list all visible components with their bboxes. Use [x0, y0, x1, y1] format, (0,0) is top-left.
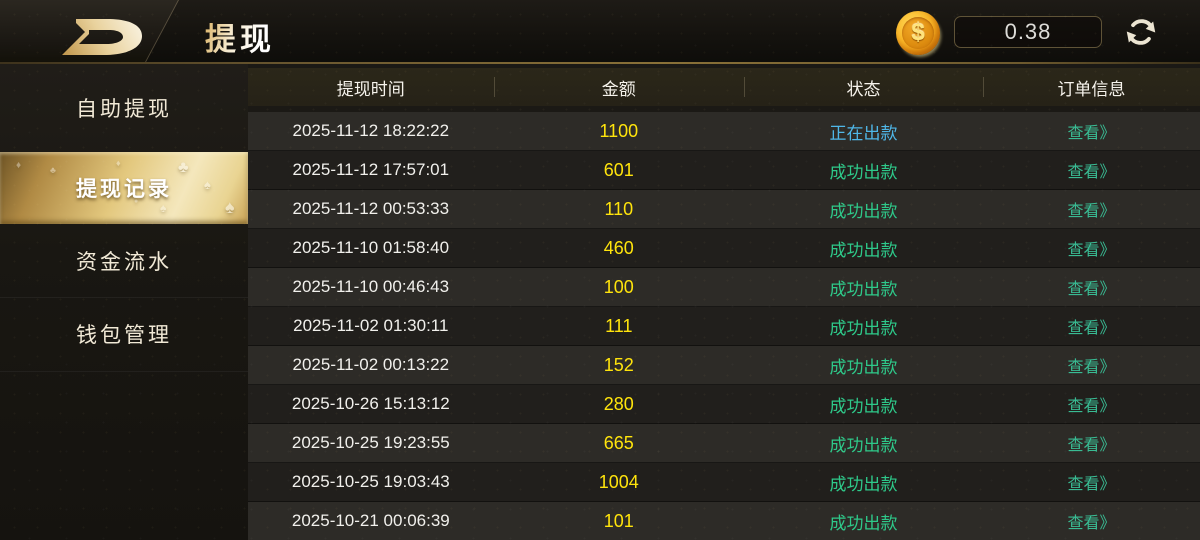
- sidebar-item-label: 自助提现: [76, 98, 172, 121]
- view-order-link[interactable]: 查看》: [1067, 359, 1116, 376]
- sidebar-item-label: 钱包管理: [76, 324, 172, 347]
- page-title: 提现: [205, 14, 275, 59]
- withdraw-time: 2025-11-10 01:58:40: [292, 238, 450, 257]
- view-order-link[interactable]: 查看》: [1067, 281, 1116, 298]
- spade-suit-icon: ♠: [225, 197, 238, 217]
- table-row: 2025-10-25 19:23:55 665 成功出款 查看》: [248, 424, 1200, 463]
- sidebar-item-fund-flow[interactable]: 资金流水: [0, 224, 248, 298]
- withdraw-status: 成功出款: [829, 201, 898, 221]
- table-row: 2025-11-10 00:46:43 100 成功出款 查看》: [248, 268, 1200, 307]
- top-bar: 提现 $ 0.38: [0, 0, 1200, 62]
- table-row: 2025-10-26 15:13:12 280 成功出款 查看》: [248, 385, 1200, 424]
- club-suit-icon: ♣: [178, 159, 192, 176]
- gold-divider-line: [0, 62, 1200, 64]
- sidebar-item-self-withdraw[interactable]: 自助提现: [0, 64, 248, 153]
- withdraw-time: 2025-11-12 18:22:22: [292, 121, 450, 140]
- withdraw-status: 成功出款: [829, 279, 898, 299]
- dollar-glyph: $: [911, 19, 925, 46]
- withdraw-time: 2025-11-02 00:13:22: [292, 355, 450, 374]
- column-header-order-info: 订单信息: [1057, 79, 1126, 99]
- view-order-link[interactable]: 查看》: [1067, 515, 1116, 532]
- withdraw-status: 成功出款: [829, 513, 898, 533]
- club-suit-icon: ♣: [50, 165, 59, 175]
- withdraw-time: 2025-11-12 17:57:01: [292, 160, 450, 179]
- table-row: 2025-11-12 18:22:22 1100 正在出款 查看》: [248, 112, 1200, 151]
- withdraw-amount: 601: [603, 159, 634, 180]
- view-order-link[interactable]: 查看》: [1067, 476, 1116, 493]
- withdraw-time: 2025-10-26 15:13:12: [291, 394, 450, 413]
- withdraw-amount: 1004: [598, 471, 639, 492]
- view-order-link[interactable]: 查看》: [1067, 164, 1116, 181]
- withdraw-status: 成功出款: [829, 357, 898, 377]
- header-divider: [494, 77, 495, 97]
- spade-suit-icon: ♠: [204, 177, 214, 192]
- withdraw-status: 成功出款: [829, 240, 898, 260]
- header-divider: [744, 77, 745, 97]
- sidebar: 自助提现 ♦ ♣ ♦ ♣ ♠ ♠ ♠ ● 提现记录 资金流水 钱包管理: [0, 64, 249, 540]
- table-body: 2025-11-12 18:22:22 1100 正在出款 查看》 2025-1…: [248, 112, 1200, 540]
- withdraw-amount: 111: [605, 315, 633, 336]
- withdraw-amount: 460: [603, 237, 634, 258]
- view-order-link[interactable]: 查看》: [1067, 125, 1116, 142]
- withdraw-amount: 100: [603, 276, 634, 297]
- refresh-icon[interactable]: [1122, 13, 1160, 51]
- table-header: 提现时间 金额 状态 订单信息: [248, 68, 1200, 106]
- diamond-suit-icon: ♦: [116, 158, 124, 168]
- withdraw-amount: 110: [604, 198, 634, 219]
- withdraw-time: 2025-11-02 01:30:11: [293, 316, 449, 335]
- withdraw-time: 2025-10-25 19:03:43: [291, 472, 450, 491]
- column-header-time: 提现时间: [336, 79, 405, 99]
- withdraw-time: 2025-11-12 00:53:33: [292, 199, 450, 218]
- view-order-link[interactable]: 查看》: [1067, 398, 1116, 415]
- diamond-suit-icon: ♦: [16, 160, 25, 171]
- view-order-link[interactable]: 查看》: [1067, 320, 1116, 337]
- withdraw-amount: 1100: [599, 120, 639, 141]
- spade-suit-icon: ♠: [160, 201, 170, 215]
- column-header-status: 状态: [846, 79, 881, 99]
- withdraw-amount: 665: [603, 432, 634, 453]
- withdraw-status: 成功出款: [829, 318, 898, 338]
- withdraw-status: 成功出款: [829, 396, 898, 416]
- withdraw-status: 成功出款: [829, 162, 898, 182]
- balance-box: 0.38: [954, 16, 1102, 48]
- table-row: 2025-10-21 00:06:39 101 成功出款 查看》: [248, 502, 1200, 540]
- withdraw-amount: 280: [603, 393, 634, 414]
- withdraw-status: 成功出款: [829, 435, 898, 455]
- table-row: 2025-10-25 19:03:43 1004 成功出款 查看》: [248, 463, 1200, 502]
- sidebar-item-label: 提现记录: [76, 178, 172, 201]
- table-row: 2025-11-02 00:13:22 152 成功出款 查看》: [248, 346, 1200, 385]
- table-row: 2025-11-12 00:53:33 110 成功出款 查看》: [248, 190, 1200, 229]
- withdraw-time: 2025-10-25 19:23:55: [291, 433, 450, 452]
- withdraw-amount: 101: [603, 510, 634, 531]
- sidebar-item-wallet-management[interactable]: 钱包管理: [0, 297, 248, 372]
- gold-coin-icon: $: [896, 11, 940, 55]
- table-row: 2025-11-02 01:30:11 111 成功出款 查看》: [248, 307, 1200, 346]
- withdraw-records-panel: 提现时间 金额 状态 订单信息 2025-11-12 18:22:22 1100…: [248, 64, 1200, 540]
- withdraw-amount: 152: [603, 354, 634, 375]
- balance-value: 0.38: [1004, 19, 1052, 44]
- withdraw-status: 正在出款: [829, 123, 898, 143]
- sidebar-item-label: 资金流水: [76, 250, 172, 274]
- view-order-link[interactable]: 查看》: [1067, 242, 1116, 259]
- sidebar-item-withdraw-records[interactable]: ♦ ♣ ♦ ♣ ♠ ♠ ♠ ● 提现记录: [0, 152, 248, 224]
- table-row: 2025-11-12 17:57:01 601 成功出款 查看》: [248, 151, 1200, 190]
- table-row: 2025-11-10 01:58:40 460 成功出款 查看》: [248, 229, 1200, 268]
- withdraw-time: 2025-11-10 00:46:43: [292, 277, 450, 296]
- view-order-link[interactable]: 查看》: [1067, 203, 1116, 220]
- view-order-link[interactable]: 查看》: [1067, 437, 1116, 454]
- column-header-amount: 金额: [601, 79, 636, 99]
- header-divider: [983, 77, 984, 97]
- withdraw-status: 成功出款: [829, 474, 898, 494]
- withdraw-time: 2025-10-21 00:06:39: [291, 511, 450, 530]
- app-logo-icon: [62, 19, 142, 55]
